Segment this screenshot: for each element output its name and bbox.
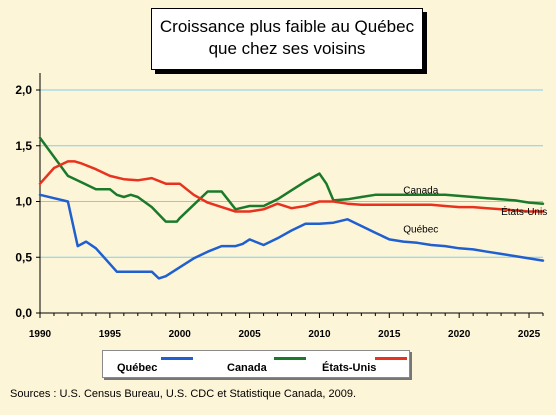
legend-swatch-etats-unis <box>375 357 407 360</box>
legend-swatch-quebec <box>161 357 193 360</box>
gridlines <box>40 73 543 313</box>
x-tick-label: 2020 <box>448 329 471 340</box>
x-tick-label: 2005 <box>238 329 261 340</box>
plot-area <box>40 73 543 313</box>
chart-title-line-1: Croissance plus faible au Québec <box>159 17 415 36</box>
y-tick-label: 1,5 <box>15 139 32 153</box>
annotation-etats-unis: États-Unis <box>501 205 547 218</box>
line-annotations: Canada États-Unis Québec <box>403 186 547 236</box>
x-tick-label: 1990 <box>29 329 52 340</box>
x-tick-label: 2015 <box>378 329 401 340</box>
line-chart: 0,0 0,5 1,0 1,5 2,0 1990 1995 2000 2005 2010 2015 2… <box>15 73 547 340</box>
legend-item-etats-unis: États-Unis <box>322 358 376 374</box>
y-tick-label: 2,0 <box>15 83 32 97</box>
legend-swatch-canada <box>274 357 306 360</box>
chart-title-box: Croissance plus faible au Québec que che… <box>151 8 423 70</box>
annotation-canada: Canada <box>403 186 438 197</box>
series-line-canada <box>38 136 545 223</box>
annotation-quebec: Québec <box>403 225 438 236</box>
legend-label-quebec: Québec <box>117 362 158 374</box>
legend-item-canada: Canada <box>227 358 267 374</box>
y-tick-label: 0,0 <box>15 306 32 320</box>
y-tick-label: 1,0 <box>15 195 32 209</box>
x-tick-label: 2010 <box>308 329 331 340</box>
axes: 0,0 0,5 1,0 1,5 2,0 1990 1995 2000 2005 2010 2015 2… <box>15 73 544 340</box>
chart-title-line-2: que chez ses voisins <box>208 39 366 58</box>
x-tick-label: 2025 <box>518 329 541 340</box>
y-tick-label: 0,5 <box>15 250 32 264</box>
x-tick-label: 2000 <box>169 329 192 340</box>
legend-item-quebec: Québec <box>117 358 157 374</box>
legend: Québec Canada États-Unis <box>102 350 410 378</box>
x-tick-label: 1995 <box>99 329 122 340</box>
series-line-etats-unis <box>38 160 545 213</box>
series-lines <box>38 136 545 280</box>
source-note: Sources : U.S. Census Bureau, U.S. CDC e… <box>10 388 357 400</box>
series-line-quebec <box>38 193 545 280</box>
legend-label-etats-unis: États-Unis <box>322 362 377 374</box>
legend-label-canada: Canada <box>227 362 267 374</box>
